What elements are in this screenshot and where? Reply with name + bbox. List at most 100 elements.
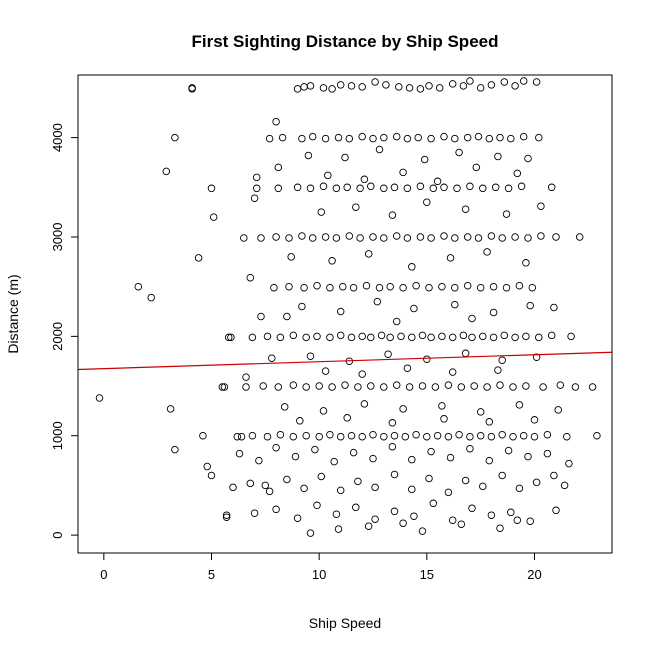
data-point (446, 254, 455, 262)
data-point (476, 408, 485, 416)
data-point (315, 432, 323, 441)
data-point (289, 331, 298, 340)
data-point (438, 282, 446, 291)
data-point (408, 263, 416, 271)
data-point (524, 234, 532, 242)
data-point (429, 184, 438, 193)
data-point (405, 383, 414, 391)
data-point (466, 444, 474, 453)
data-point (511, 333, 519, 342)
trend-layer (77, 351, 613, 371)
data-point (272, 443, 280, 452)
data-point (425, 283, 433, 292)
data-point (526, 517, 534, 525)
data-point (332, 510, 341, 518)
data-point (502, 210, 511, 218)
data-point (274, 184, 283, 193)
data-point (373, 297, 382, 306)
data-point (507, 134, 515, 143)
data-point (425, 474, 433, 483)
data-point (263, 332, 272, 341)
data-point (362, 281, 371, 290)
data-point (479, 482, 487, 491)
data-point (207, 471, 216, 480)
data-point (358, 370, 366, 378)
data-point (229, 483, 237, 492)
data-point (535, 333, 543, 342)
data-point (237, 432, 246, 441)
data-point (134, 282, 143, 291)
data-point (343, 414, 351, 422)
data-point (349, 448, 358, 457)
data-point (455, 148, 463, 157)
data-point (547, 331, 556, 340)
data-point (550, 303, 558, 312)
data-point (451, 234, 459, 242)
data-point (463, 233, 472, 241)
data-point (356, 234, 364, 242)
data-point (317, 472, 326, 481)
data-point (483, 383, 491, 391)
y-tick-label: 1000 (50, 421, 65, 450)
data-point (418, 527, 427, 535)
data-point (528, 283, 537, 292)
data-point (418, 382, 427, 390)
data-point (440, 415, 448, 423)
data-point (390, 183, 399, 192)
data-point (522, 332, 530, 341)
data-point (315, 382, 323, 390)
data-point (556, 381, 565, 389)
data-point (461, 205, 470, 213)
data-point (188, 85, 196, 93)
data-point (451, 134, 459, 143)
data-point (552, 506, 560, 515)
data-point (358, 332, 366, 341)
data-point (567, 332, 575, 341)
data-point (263, 432, 272, 441)
data-point (306, 529, 315, 537)
data-point (395, 83, 403, 91)
data-point (240, 234, 248, 242)
data-point (328, 85, 336, 93)
data-point (485, 418, 494, 426)
data-point (386, 282, 394, 291)
data-point (537, 202, 545, 210)
data-point (302, 383, 310, 391)
data-point (461, 476, 470, 485)
data-point (498, 234, 506, 242)
data-point (233, 432, 242, 441)
data-point (408, 333, 416, 342)
data-point (268, 354, 276, 362)
data-point (440, 232, 448, 240)
data-point (511, 82, 519, 90)
data-point (399, 283, 407, 292)
data-point (416, 233, 425, 241)
data-point (261, 481, 270, 490)
data-point (330, 457, 338, 466)
data-point (504, 184, 513, 193)
data-point (446, 453, 455, 462)
data-point (459, 82, 468, 90)
data-point (276, 430, 285, 439)
y-tick-label: 0 (50, 531, 65, 538)
data-point (427, 447, 435, 456)
data-point (324, 171, 332, 180)
data-point (457, 383, 466, 391)
data-point (448, 516, 457, 524)
data-point (532, 78, 541, 86)
data-point (272, 233, 280, 241)
y-axis: 0 1000 2000 3000 4000 (50, 123, 79, 539)
data-point (328, 383, 336, 391)
data-point (472, 163, 481, 172)
data-point (448, 333, 457, 342)
data-point (423, 198, 431, 206)
data-point (498, 430, 506, 439)
data-point (304, 151, 313, 160)
data-point (259, 382, 267, 390)
data-point (386, 333, 394, 342)
data-point (468, 333, 476, 342)
data-point (489, 333, 498, 342)
data-point (334, 133, 343, 142)
